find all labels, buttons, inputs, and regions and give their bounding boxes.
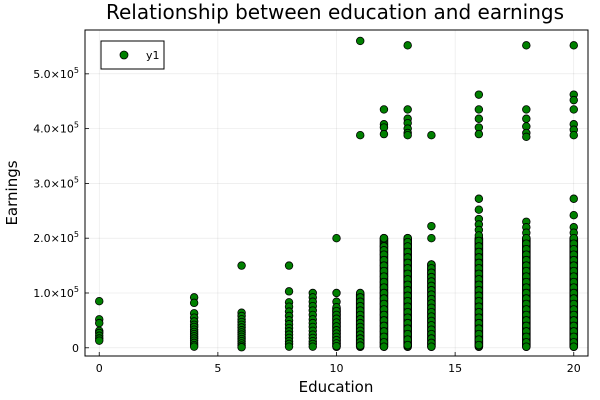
data-point <box>332 341 341 351</box>
data-point <box>474 129 484 139</box>
y-tick-label: 0 <box>72 342 79 355</box>
data-point <box>474 340 484 350</box>
data-point <box>474 105 484 114</box>
x-tick-label: 10 <box>330 362 344 375</box>
y-tick-label: 2.0×105 <box>33 230 79 245</box>
data-point <box>403 130 412 140</box>
data-point <box>95 297 104 306</box>
data-point <box>237 261 246 270</box>
data-point <box>95 318 104 328</box>
data-point <box>332 288 341 298</box>
legend: y1 <box>100 40 165 70</box>
x-tick-label: 15 <box>448 362 462 375</box>
data-point <box>569 95 578 105</box>
data-point <box>356 36 365 46</box>
y-tick-label: 3.0×105 <box>33 175 79 190</box>
data-point <box>522 114 531 123</box>
data-point <box>237 343 246 352</box>
data-point <box>522 342 531 351</box>
data-point <box>569 194 578 203</box>
data-point <box>332 234 341 243</box>
x-axis-label: Education <box>299 378 374 396</box>
legend-box <box>100 40 165 70</box>
data-point <box>379 342 389 351</box>
data-point <box>427 234 436 243</box>
chart-title: Relationship between education and earni… <box>106 0 564 24</box>
data-point <box>427 221 436 231</box>
data-point <box>427 130 436 140</box>
data-point <box>356 341 365 350</box>
legend-label: y1 <box>146 49 160 62</box>
x-tick-label: 5 <box>214 362 221 375</box>
data-points <box>95 36 578 352</box>
data-point <box>379 129 389 139</box>
data-point <box>522 105 531 114</box>
y-axis-label: Earnings <box>3 160 21 225</box>
data-point <box>522 41 531 50</box>
data-point <box>569 210 578 220</box>
x-axis: 0 5 10 15 20 <box>96 352 581 375</box>
data-point <box>474 194 484 203</box>
data-point <box>569 130 578 140</box>
data-point <box>284 261 294 270</box>
y-tick-label: 4.0×105 <box>33 121 79 136</box>
data-point <box>189 298 199 308</box>
data-point <box>189 342 199 351</box>
data-point <box>284 342 294 351</box>
data-point <box>356 130 365 140</box>
data-point <box>308 342 317 351</box>
data-point <box>284 287 294 296</box>
data-point <box>403 105 412 114</box>
data-point <box>569 342 578 351</box>
data-point <box>474 90 484 99</box>
data-point <box>95 336 104 345</box>
data-point <box>379 105 389 114</box>
y-axis: 0 1.0×105 2.0×105 3.0×105 4.0×105 5.0×105 <box>33 66 89 355</box>
y-tick-label: 1.0×105 <box>33 285 79 300</box>
data-point <box>569 105 578 114</box>
data-point <box>379 234 389 243</box>
legend-marker <box>119 50 129 60</box>
data-point <box>522 132 531 142</box>
y-tick-label: 5.0×105 <box>33 66 79 81</box>
data-point <box>474 205 484 214</box>
x-tick-label: 20 <box>567 362 581 375</box>
x-tick-label: 0 <box>96 362 103 375</box>
data-point <box>474 114 484 123</box>
data-point <box>403 41 412 50</box>
data-point <box>569 41 578 50</box>
data-point <box>427 342 436 351</box>
data-point <box>403 340 412 350</box>
